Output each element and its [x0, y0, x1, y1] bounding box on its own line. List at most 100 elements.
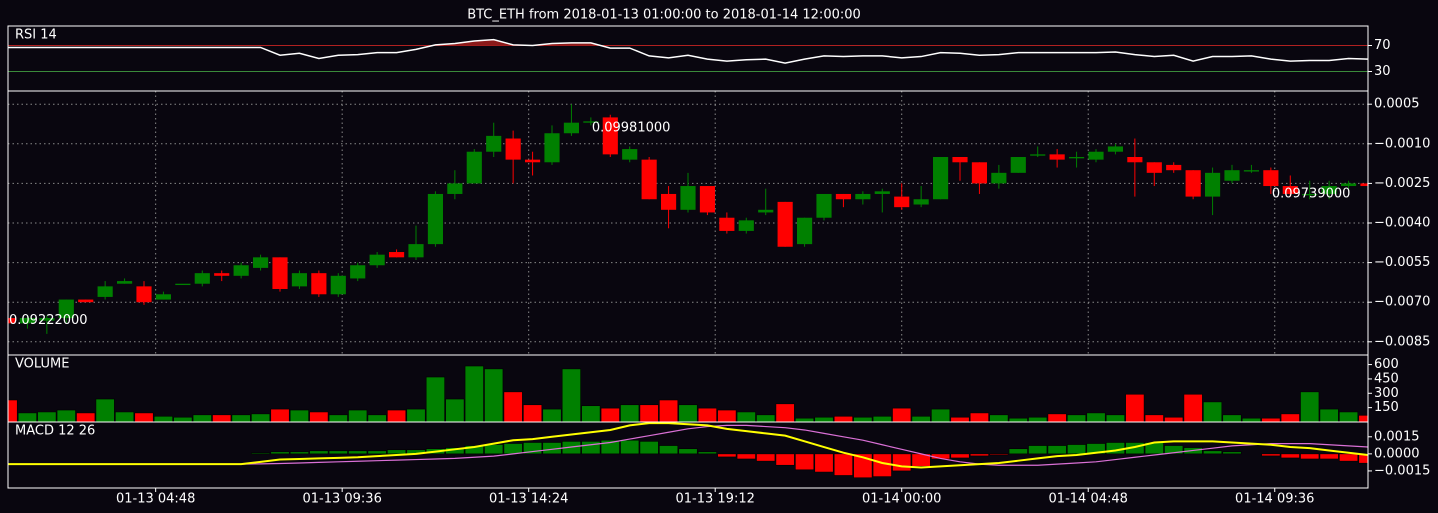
candle-body — [699, 186, 716, 213]
volume-bar — [212, 414, 232, 422]
macd-histogram-bar — [678, 448, 698, 455]
candle-body — [1146, 162, 1162, 173]
volume-bar — [17, 412, 37, 422]
candle-body — [447, 183, 463, 194]
volume-bar — [1047, 413, 1067, 422]
volume-bar — [1261, 417, 1281, 422]
macd-histogram-bar — [736, 453, 756, 460]
macd-histogram-bar — [775, 453, 795, 466]
volume-bar — [1222, 414, 1242, 422]
volume-bar — [464, 365, 484, 422]
y-tick-label: −0.0070 — [1374, 295, 1430, 310]
macd-histogram-bar — [1261, 453, 1281, 457]
volume-bar — [911, 415, 931, 422]
candle-body — [136, 286, 152, 303]
volume-bar — [1203, 401, 1223, 422]
volume-bar — [270, 408, 290, 422]
candle-body — [622, 149, 638, 160]
candle-body — [738, 220, 754, 231]
macd-histogram-bar — [969, 453, 989, 457]
candle-body — [583, 121, 599, 123]
volume-bar — [387, 409, 407, 422]
candle-body — [660, 193, 677, 210]
volume-bar — [251, 413, 271, 422]
volume-bar — [56, 409, 76, 422]
x-tick-label: 01-13 14:24 — [489, 492, 568, 507]
volume-bar — [523, 404, 543, 422]
candle-body — [855, 193, 871, 200]
candle-body — [758, 209, 774, 213]
macd-histogram-bar — [464, 445, 484, 455]
candle-body — [350, 265, 366, 279]
macd-histogram-bar — [1047, 445, 1067, 455]
price-annotation: 0.09981000 — [592, 120, 671, 135]
macd-histogram-bar — [1280, 453, 1300, 459]
volume-bar — [561, 368, 581, 422]
volume-bar — [76, 412, 96, 422]
candle-body — [1263, 170, 1279, 187]
candle-body — [369, 254, 385, 266]
candle-body — [388, 252, 405, 258]
candle-body — [311, 273, 327, 295]
candle-body — [971, 162, 988, 184]
candle-body — [894, 196, 910, 208]
candle-body — [233, 265, 249, 276]
volume-bar — [1008, 417, 1028, 422]
candle-body — [408, 244, 424, 258]
candle-body — [1243, 170, 1260, 172]
candle-body — [913, 199, 929, 205]
candle-body — [1360, 183, 1368, 187]
macd-histogram-bar — [289, 451, 309, 455]
volume-bar — [1125, 393, 1145, 422]
candle-body — [155, 294, 172, 300]
y-tick-label: 30 — [1374, 64, 1391, 79]
volume-bar — [153, 415, 173, 422]
candle-body — [544, 133, 560, 163]
candle-body — [680, 186, 696, 210]
candle-body — [952, 157, 968, 163]
volume-bar — [328, 414, 348, 422]
candle-body — [563, 122, 580, 134]
volume-bar — [1086, 412, 1106, 422]
macd-histogram-bar — [251, 452, 271, 455]
volume-bar — [542, 408, 562, 422]
candle-body — [252, 257, 269, 268]
volume-bar — [115, 411, 135, 422]
macd-histogram-bar — [1164, 445, 1184, 455]
volume-bar — [425, 376, 445, 422]
panel-frame — [7, 421, 1369, 489]
y-tick-label: 600 — [1374, 357, 1399, 372]
candle-body — [1166, 164, 1182, 171]
candle-body — [486, 135, 502, 152]
candle-body — [78, 299, 94, 303]
volume-bar — [892, 407, 912, 422]
candle-body — [58, 299, 74, 319]
macd-histogram-bar — [1203, 450, 1223, 455]
macd-histogram-bar — [1358, 453, 1368, 464]
candle-body — [97, 286, 113, 297]
volume-bar — [173, 416, 193, 422]
candle-body — [466, 151, 482, 184]
candle-body — [524, 159, 541, 163]
volume-bar — [1144, 414, 1164, 422]
y-tick-label: −0.0085 — [1374, 334, 1430, 349]
macd-histogram-bar — [795, 453, 815, 471]
candle-body — [1321, 186, 1337, 194]
price-annotation: 0.09739000 — [1272, 186, 1351, 201]
candle-body — [1224, 170, 1240, 181]
candle-body — [505, 138, 521, 160]
volume-bar — [795, 417, 815, 422]
macd-histogram-bar — [367, 450, 387, 455]
volume-bar — [717, 409, 737, 422]
macd-line — [8, 422, 1368, 469]
volume-bar — [37, 411, 57, 422]
y-tick-label: 300 — [1374, 386, 1399, 401]
macd-histogram-bar — [950, 453, 970, 459]
panel — [8, 422, 1368, 479]
volume-bar — [231, 414, 251, 422]
macd-histogram-bar — [717, 453, 737, 458]
macd-histogram-bar — [503, 443, 523, 455]
macd-histogram-bar — [833, 453, 853, 476]
